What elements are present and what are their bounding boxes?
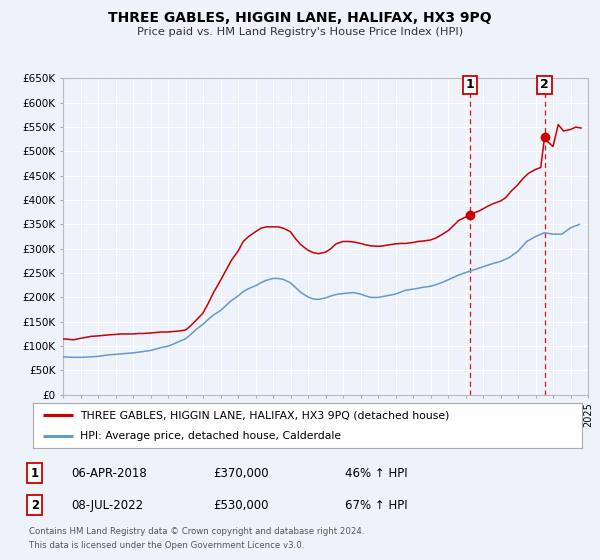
Text: 1: 1 [466, 78, 475, 91]
Text: 06-APR-2018: 06-APR-2018 [71, 466, 146, 480]
Text: 2: 2 [540, 78, 549, 91]
Text: 2: 2 [31, 498, 39, 512]
Text: Price paid vs. HM Land Registry's House Price Index (HPI): Price paid vs. HM Land Registry's House … [137, 27, 463, 37]
Text: THREE GABLES, HIGGIN LANE, HALIFAX, HX3 9PQ: THREE GABLES, HIGGIN LANE, HALIFAX, HX3 … [108, 11, 492, 25]
Text: 67% ↑ HPI: 67% ↑ HPI [345, 498, 407, 512]
Text: 1: 1 [31, 466, 39, 480]
Text: 08-JUL-2022: 08-JUL-2022 [71, 498, 143, 512]
Text: £530,000: £530,000 [213, 498, 269, 512]
Text: THREE GABLES, HIGGIN LANE, HALIFAX, HX3 9PQ (detached house): THREE GABLES, HIGGIN LANE, HALIFAX, HX3 … [80, 410, 449, 421]
Text: £370,000: £370,000 [213, 466, 269, 480]
Text: This data is licensed under the Open Government Licence v3.0.: This data is licensed under the Open Gov… [29, 541, 304, 550]
Text: HPI: Average price, detached house, Calderdale: HPI: Average price, detached house, Cald… [80, 431, 341, 441]
Text: Contains HM Land Registry data © Crown copyright and database right 2024.: Contains HM Land Registry data © Crown c… [29, 528, 364, 536]
Text: 46% ↑ HPI: 46% ↑ HPI [345, 466, 407, 480]
